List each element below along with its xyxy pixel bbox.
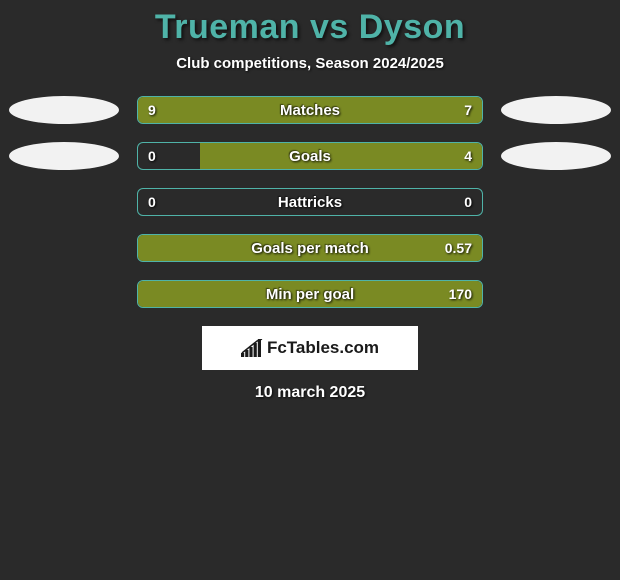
comparison-widget: Trueman vs Dyson Club competitions, Seas… [0, 0, 620, 402]
stat-label: Matches [138, 102, 482, 119]
brand-box[interactable]: FcTables.com [202, 326, 418, 370]
stat-value-right: 170 [449, 286, 472, 302]
stats-rows: 9Matches70Goals40Hattricks0Goals per mat… [0, 96, 620, 308]
player-right-oval [501, 142, 611, 170]
stat-value-right: 4 [464, 148, 472, 164]
stat-bar: 9Matches7 [137, 96, 483, 124]
stat-value-right: 0.57 [445, 240, 472, 256]
stat-row: 9Matches7 [0, 96, 620, 124]
stat-row: Goals per match0.57 [0, 234, 620, 262]
brand-text: FcTables.com [267, 338, 379, 358]
stat-value-right: 0 [464, 194, 472, 210]
stat-row: 0Hattricks0 [0, 188, 620, 216]
stat-row: 0Goals4 [0, 142, 620, 170]
page-subtitle: Club competitions, Season 2024/2025 [0, 55, 620, 72]
page-title: Trueman vs Dyson [0, 8, 620, 47]
brand-chart-icon [241, 339, 263, 357]
stat-bar: 0Goals4 [137, 142, 483, 170]
stat-label: Hattricks [138, 194, 482, 211]
player-left-oval [9, 142, 119, 170]
stat-label: Goals [138, 148, 482, 165]
player-left-oval [9, 96, 119, 124]
stat-bar: Goals per match0.57 [137, 234, 483, 262]
stat-bar: Min per goal170 [137, 280, 483, 308]
stat-row: Min per goal170 [0, 280, 620, 308]
stat-label: Min per goal [138, 286, 482, 303]
stat-label: Goals per match [138, 240, 482, 257]
player-right-oval [501, 96, 611, 124]
stat-bar: 0Hattricks0 [137, 188, 483, 216]
stat-value-right: 7 [464, 102, 472, 118]
footer-date: 10 march 2025 [0, 384, 620, 402]
